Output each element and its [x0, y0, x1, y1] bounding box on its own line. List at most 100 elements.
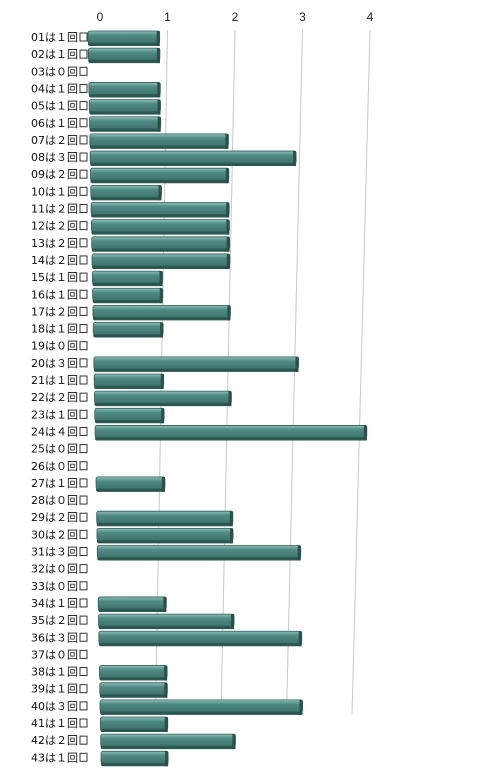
category-label: 08は３回 [31, 151, 78, 164]
category-marker-icon [79, 752, 88, 762]
category-label: 16は１回 [31, 288, 78, 301]
category-marker-icon [79, 358, 88, 368]
category-label: 09は２回 [31, 168, 78, 181]
bar [95, 476, 166, 492]
category-marker-icon [79, 581, 88, 591]
category-marker-icon [79, 204, 88, 213]
category-label: 40は３回 [31, 700, 78, 713]
bar [92, 287, 164, 304]
bar [99, 716, 169, 732]
category-label: 07は２回 [31, 134, 78, 147]
x-axis-ticks: 0 1 2 3 4 [97, 10, 374, 24]
bar [87, 30, 161, 46]
category-label: 38は１回 [31, 666, 78, 679]
bar [93, 373, 165, 389]
bar [99, 665, 168, 681]
category-label: 37は０回 [31, 648, 78, 661]
category-marker-icon [79, 701, 88, 711]
category-label: 42は２回 [31, 734, 78, 747]
category-marker-icon [79, 512, 88, 522]
category-label: 02は１回 [31, 48, 78, 61]
category-marker-icon [79, 341, 88, 351]
category-marker-icon [79, 718, 88, 728]
category-marker-icon [79, 306, 88, 316]
x-tick-label: 4 [367, 10, 374, 24]
bar [90, 184, 162, 201]
category-marker-icon [79, 375, 88, 385]
bar [98, 630, 303, 647]
bar [98, 613, 235, 630]
grid-lines [155, 29, 371, 716]
bar [94, 425, 368, 441]
bar [89, 133, 229, 149]
category-marker-icon [79, 478, 88, 488]
category-marker-icon [79, 49, 88, 59]
category-label: 29は２回 [31, 511, 78, 524]
category-label: 31は３回 [31, 546, 78, 559]
bar [88, 82, 161, 98]
category-marker-icon [79, 152, 88, 162]
bars [87, 30, 368, 767]
category-label: 34は１回 [31, 597, 78, 610]
bar [100, 733, 236, 750]
grid-line [220, 29, 236, 716]
category-marker-icon [79, 289, 88, 299]
bar [92, 304, 231, 321]
category-marker-icon [79, 32, 88, 42]
category-label: 26は０回 [31, 460, 78, 473]
category-label: 06は１回 [31, 117, 78, 130]
category-marker-icon [79, 324, 88, 334]
category-marker-icon [79, 495, 88, 505]
category-marker-icon [79, 221, 88, 231]
x-tick-label: 2 [232, 10, 239, 24]
category-label: 35は２回 [31, 614, 78, 627]
category-label: 24は４回 [31, 425, 78, 438]
category-marker-icon [79, 83, 88, 93]
bar [88, 99, 161, 115]
bar [99, 682, 168, 698]
category-label: 01は１回 [31, 31, 78, 44]
bar [96, 545, 302, 561]
bar [97, 596, 167, 612]
grid-line [351, 29, 371, 716]
category-marker-icon [79, 118, 88, 128]
category-label: 30は２回 [31, 528, 78, 541]
x-tick-label: 3 [299, 10, 306, 24]
category-marker-icon [79, 632, 88, 642]
category-marker-icon [79, 426, 88, 436]
category-label: 33は０回 [31, 580, 78, 593]
category-marker-icon [79, 684, 88, 694]
category-marker-icon [79, 615, 88, 625]
category-label: 18は１回 [31, 323, 78, 336]
category-marker-icon [79, 649, 88, 659]
category-label: 19は０回 [31, 340, 78, 353]
category-label: 12は２回 [31, 220, 78, 233]
category-label: 10は１回 [31, 185, 78, 198]
category-label: 11は２回 [31, 203, 78, 216]
grid-line [286, 29, 303, 716]
category-marker-icon [79, 135, 88, 145]
category-marker-icon [79, 409, 88, 419]
category-label: 17は２回 [31, 305, 78, 318]
bar [96, 510, 234, 527]
category-marker-icon [79, 564, 88, 574]
category-marker-icon [79, 255, 88, 265]
category-label: 04は１回 [31, 82, 78, 95]
bar [89, 150, 297, 167]
category-label: 14は２回 [31, 254, 78, 267]
category-marker-icon [79, 529, 88, 539]
category-marker-icon [79, 547, 88, 556]
category-label: 32は０回 [31, 563, 78, 576]
bar [87, 47, 161, 64]
bar [91, 236, 231, 252]
category-marker-icon [79, 186, 88, 196]
category-label: 28は０回 [31, 494, 78, 507]
category-label: 41は１回 [31, 717, 78, 730]
bar [93, 356, 299, 372]
category-marker-icon [79, 66, 88, 76]
grid-line [155, 29, 168, 716]
bar [89, 116, 162, 132]
category-marker-icon [79, 169, 88, 179]
bar [91, 270, 163, 287]
